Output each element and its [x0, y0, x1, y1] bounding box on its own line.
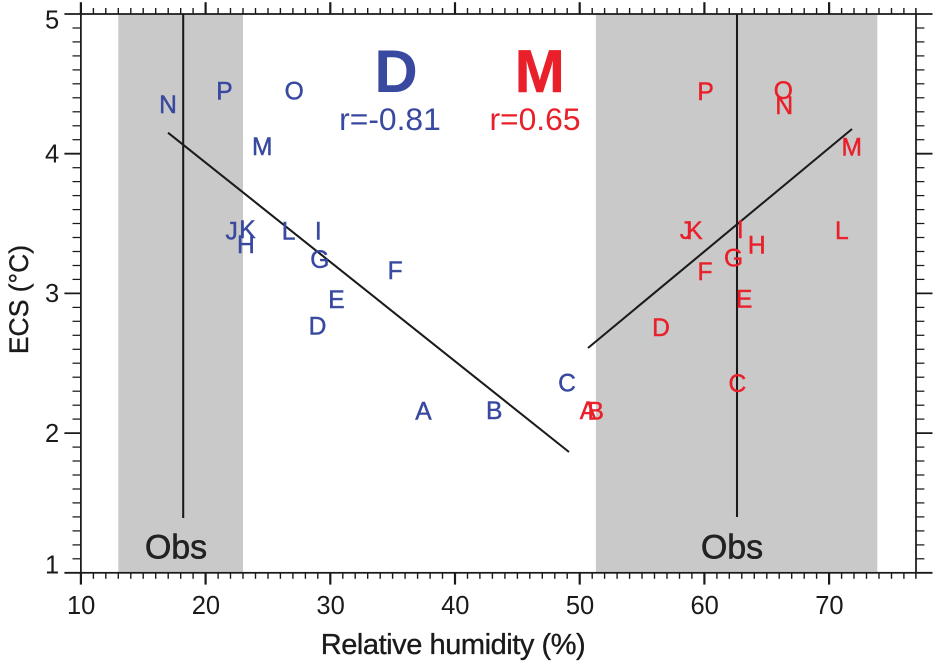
svg-text:1: 1	[45, 552, 59, 580]
svg-text:K: K	[239, 217, 256, 244]
svg-text:G: G	[310, 247, 329, 274]
svg-text:ECS (°C): ECS (°C)	[4, 245, 34, 354]
svg-text:4: 4	[45, 140, 59, 168]
svg-text:I: I	[315, 218, 322, 245]
svg-text:2: 2	[45, 420, 59, 448]
svg-text:L: L	[282, 219, 296, 246]
svg-text:L: L	[835, 218, 849, 245]
svg-text:H: H	[237, 232, 255, 259]
svg-text:Obs: Obs	[701, 529, 763, 567]
svg-text:K: K	[686, 218, 703, 245]
svg-text:D: D	[309, 314, 327, 341]
svg-text:A: A	[415, 399, 432, 426]
svg-text:C: C	[558, 370, 576, 397]
svg-text:40: 40	[441, 592, 469, 620]
svg-text:r=-0.81: r=-0.81	[339, 101, 441, 137]
svg-text:Relative humidity (%): Relative humidity (%)	[321, 629, 586, 661]
svg-text:F: F	[697, 259, 712, 286]
svg-text:r=0.65: r=0.65	[489, 101, 580, 137]
svg-text:P: P	[216, 79, 232, 106]
svg-text:B: B	[486, 398, 502, 425]
svg-text:60: 60	[691, 592, 719, 620]
svg-text:O: O	[774, 78, 793, 105]
svg-text:A: A	[580, 398, 597, 425]
svg-text:D: D	[374, 38, 417, 105]
svg-text:10: 10	[67, 592, 95, 620]
svg-text:50: 50	[566, 592, 594, 620]
svg-text:M: M	[252, 134, 273, 161]
svg-text:Obs: Obs	[145, 529, 207, 567]
svg-text:G: G	[724, 245, 743, 272]
svg-text:F: F	[388, 258, 403, 285]
svg-text:I: I	[737, 217, 744, 244]
svg-text:70: 70	[815, 592, 843, 620]
svg-text:P: P	[697, 79, 713, 106]
svg-text:C: C	[729, 371, 747, 398]
svg-text:J: J	[225, 219, 237, 246]
svg-text:N: N	[159, 92, 177, 119]
svg-text:H: H	[748, 232, 766, 259]
svg-text:D: D	[652, 315, 670, 342]
svg-text:N: N	[775, 93, 793, 120]
svg-text:E: E	[736, 287, 752, 314]
svg-text:30: 30	[316, 592, 344, 620]
svg-text:3: 3	[45, 280, 59, 308]
svg-text:M: M	[515, 38, 565, 105]
svg-text:20: 20	[192, 592, 220, 620]
svg-text:J: J	[680, 218, 692, 245]
svg-text:B: B	[587, 398, 603, 425]
svg-text:5: 5	[45, 7, 59, 35]
svg-text:O: O	[285, 79, 304, 106]
svg-text:M: M	[841, 134, 862, 161]
svg-text:E: E	[328, 287, 344, 314]
